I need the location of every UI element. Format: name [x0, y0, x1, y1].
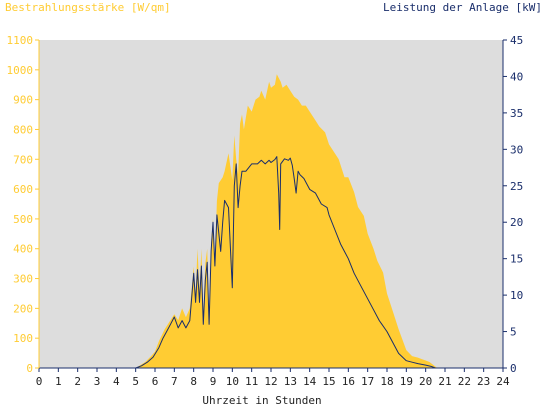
- x-tick-label: 24: [496, 375, 510, 388]
- x-tick-label: 21: [438, 375, 451, 388]
- left-tick-label: 800: [13, 123, 33, 136]
- left-tick-label: 1100: [7, 34, 34, 47]
- right-tick-label: 40: [510, 70, 523, 83]
- right-tick-label: 5: [510, 326, 517, 339]
- x-tick-label: 13: [284, 375, 297, 388]
- x-axis-title: Uhrzeit in Stunden: [202, 394, 321, 407]
- power-layer: [39, 156, 503, 369]
- x-tick-label: 23: [477, 375, 490, 388]
- right-tick-label: 35: [510, 107, 523, 120]
- right-tick-label: 15: [510, 253, 523, 266]
- left-tick-label: 600: [13, 183, 33, 196]
- right-tick-label: 45: [510, 34, 523, 47]
- x-tick-label: 4: [113, 375, 120, 388]
- x-tick-label: 10: [226, 375, 239, 388]
- left-tick-label: 200: [13, 302, 33, 315]
- right-tick-label: 25: [510, 180, 523, 193]
- right-axis-title: Leistung der Anlage [kW]: [383, 1, 542, 14]
- right-tick-label: 10: [510, 289, 523, 302]
- x-tick-label: 11: [245, 375, 258, 388]
- x-tick-label: 8: [190, 375, 197, 388]
- x-tick-label: 3: [94, 375, 101, 388]
- x-tick-label: 6: [152, 375, 159, 388]
- left-tick-label: 100: [13, 332, 33, 345]
- x-tick-label: 16: [342, 375, 355, 388]
- x-tick-label: 7: [171, 375, 178, 388]
- x-tick-label: 15: [322, 375, 335, 388]
- left-tick-label: 900: [13, 94, 33, 107]
- left-tick-label: 700: [13, 153, 33, 166]
- x-tick-label: 18: [380, 375, 393, 388]
- left-tick-label: 0: [26, 362, 33, 375]
- left-tick-label: 400: [13, 243, 33, 256]
- right-tick-label: 20: [510, 216, 523, 229]
- axes: 0 1 2 3 4 5 6 7 8 9 10 11 12 13 14 15 16 17 18 19 20 21 22 23 24…: [7, 34, 524, 388]
- irradiance-layer: [39, 74, 503, 369]
- right-tick-label: 0: [510, 362, 517, 375]
- left-tick-label: 1000: [7, 64, 34, 77]
- x-tick-label: 19: [400, 375, 413, 388]
- x-tick-label: 12: [264, 375, 277, 388]
- right-tick-label: 30: [510, 143, 523, 156]
- x-tick-label: 9: [210, 375, 217, 388]
- x-tick-label: 22: [458, 375, 471, 388]
- left-tick-label: 300: [13, 273, 33, 286]
- left-axis-title: Bestrahlungsstärke [W/qm]: [5, 1, 171, 14]
- x-tick-label: 5: [132, 375, 139, 388]
- x-tick-label: 0: [36, 375, 43, 388]
- x-tick-label: 20: [419, 375, 432, 388]
- x-tick-label: 2: [74, 375, 81, 388]
- irradiance-area: [39, 74, 503, 369]
- left-tick-label: 500: [13, 213, 33, 226]
- x-tick-label: 14: [303, 375, 317, 388]
- x-tick-label: 17: [361, 375, 374, 388]
- power-line: [39, 156, 503, 369]
- x-tick-label: 1: [55, 375, 62, 388]
